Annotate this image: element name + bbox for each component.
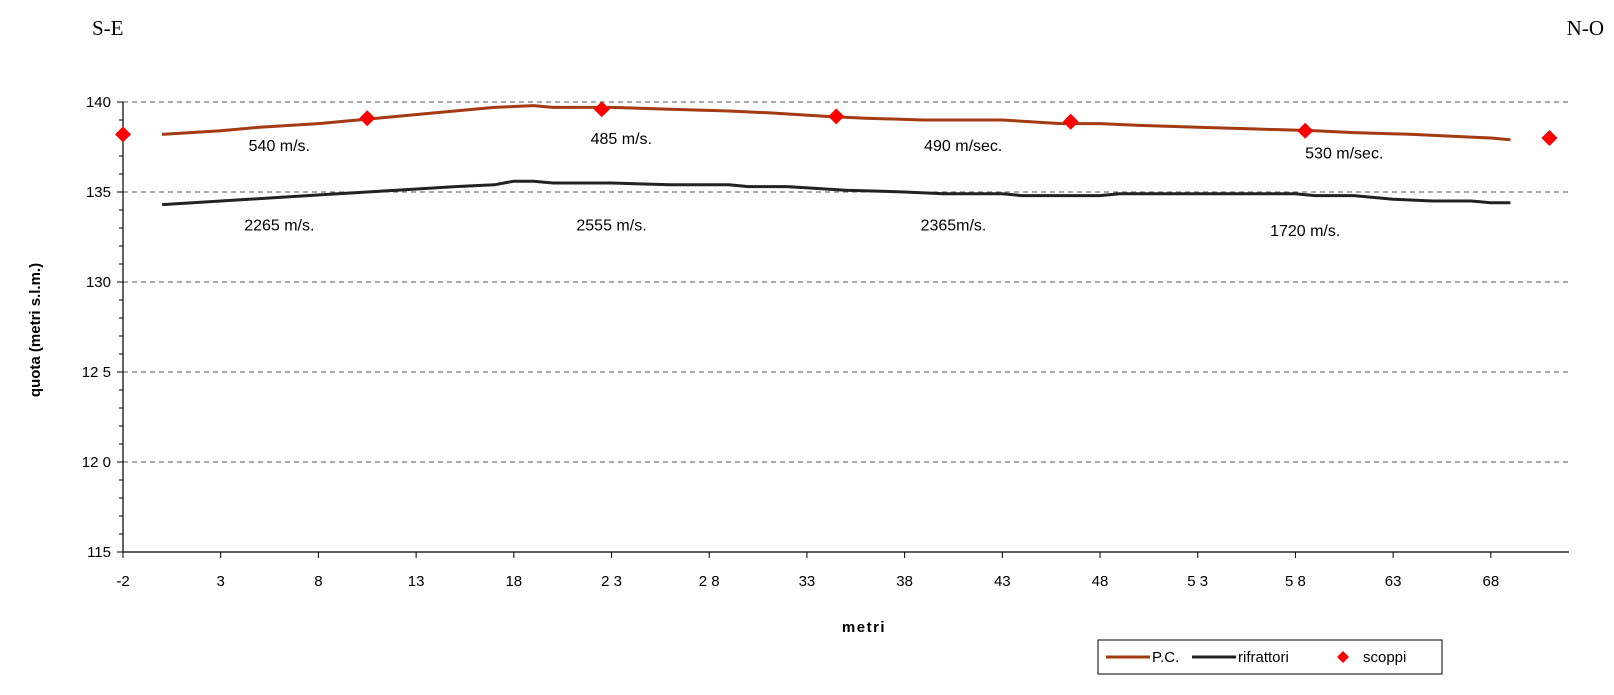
scoppi-point	[593, 101, 610, 118]
x-tick-label: 5 3	[1187, 573, 1208, 590]
scoppi-point	[828, 108, 845, 125]
velocity-label: 2365m/s.	[921, 217, 987, 234]
velocity-label: 540 m/s.	[249, 138, 310, 155]
legend-label: P.C.	[1152, 649, 1179, 666]
annotations: 540 m/s. 485 m/s. 490 m/sec. 530 m/sec. 2265…	[244, 131, 1383, 240]
direction-label-right: N-O	[1566, 16, 1604, 40]
x-tick-label: 5 8	[1285, 573, 1306, 590]
scoppi-point	[1297, 122, 1314, 139]
y-tick-label: 115	[87, 544, 111, 561]
velocity-label: 2265 m/s.	[244, 217, 314, 234]
legend-label: scoppi	[1363, 649, 1406, 666]
legend-label: rifrattori	[1238, 649, 1289, 666]
grid	[123, 101, 1569, 463]
x-tick-label: 48	[1092, 573, 1109, 590]
x-tick-label: 3	[217, 573, 225, 590]
y-tick-label: 140	[86, 94, 111, 111]
x-tick-label: 2 8	[699, 573, 720, 590]
series-line-pc	[162, 104, 1511, 142]
velocity-label: 530 m/sec.	[1305, 145, 1383, 162]
y-tick-label: 12 0	[82, 454, 111, 471]
velocity-label: 485 m/s.	[591, 131, 652, 148]
y-axis-title: quota (metri s.l.m.)	[27, 263, 44, 397]
legend: P.C. rifrattori scoppi	[1097, 639, 1443, 675]
velocity-label: 1720 m/s.	[1270, 223, 1340, 240]
scoppi-point	[1541, 130, 1558, 146]
y-tick-label: 135	[86, 184, 111, 201]
x-tick-label: 2 3	[601, 573, 622, 590]
scoppi-point	[1062, 113, 1079, 130]
direction-label-left: S-E	[92, 16, 124, 40]
x-tick-label: 38	[896, 573, 913, 590]
scoppi-point	[115, 126, 131, 143]
x-tick-label: 8	[314, 573, 322, 590]
x-tick-label: 68	[1482, 573, 1499, 590]
y-tick-label: 12 5	[82, 364, 111, 381]
x-tick-label: 43	[994, 573, 1011, 590]
velocity-label: 490 m/sec.	[924, 138, 1002, 155]
y-tick-label: 130	[86, 274, 111, 291]
x-axis-title: metri	[842, 619, 886, 636]
velocity-label: 2555 m/s.	[576, 217, 646, 234]
scoppi-point	[359, 110, 376, 127]
x-tick-label: 18	[505, 573, 522, 590]
x-tick-label: 13	[408, 573, 425, 590]
x-tick-label: 63	[1385, 573, 1402, 590]
legend-box	[1097, 639, 1443, 675]
series	[115, 101, 1558, 207]
x-tick-label: 33	[799, 573, 816, 590]
legend-swatch-marker	[1337, 651, 1349, 663]
series-line-rifrattori	[162, 179, 1511, 207]
x-tick-label: -2	[116, 573, 129, 590]
